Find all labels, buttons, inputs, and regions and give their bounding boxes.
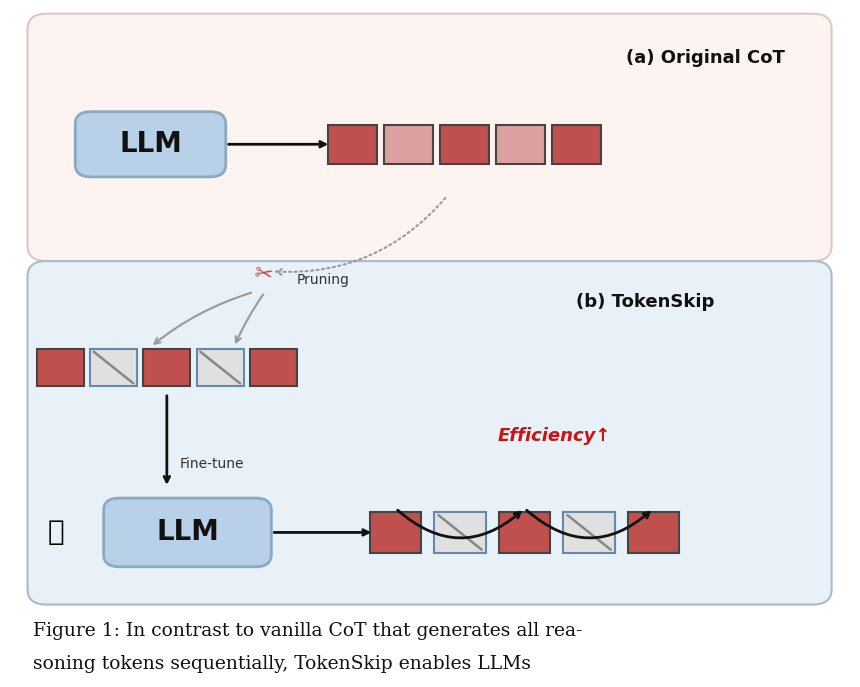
- Text: Fine-tune: Fine-tune: [180, 457, 244, 471]
- Bar: [90, 349, 138, 386]
- Text: Efficiency↑: Efficiency↑: [498, 427, 611, 445]
- Bar: [328, 124, 377, 164]
- Bar: [628, 512, 679, 553]
- Text: LLM: LLM: [119, 131, 182, 158]
- FancyBboxPatch shape: [28, 261, 832, 605]
- Text: ✂: ✂: [251, 263, 273, 286]
- FancyBboxPatch shape: [103, 498, 272, 567]
- Bar: [143, 349, 191, 386]
- Text: Figure 1: In contrast to vanilla CoT that generates all rea-: Figure 1: In contrast to vanilla CoT tha…: [33, 622, 582, 640]
- Bar: [249, 349, 298, 386]
- Text: soning tokens sequentially, TokenSkip enables LLMs: soning tokens sequentially, TokenSkip en…: [33, 655, 531, 673]
- Text: (a) Original CoT: (a) Original CoT: [626, 49, 784, 67]
- Text: Pruning: Pruning: [297, 273, 349, 287]
- Text: LLM: LLM: [156, 519, 219, 546]
- Bar: [495, 124, 545, 164]
- FancyBboxPatch shape: [28, 14, 832, 261]
- Bar: [434, 512, 486, 553]
- Text: (b) TokenSkip: (b) TokenSkip: [576, 293, 714, 311]
- FancyBboxPatch shape: [76, 111, 225, 177]
- Bar: [196, 349, 244, 386]
- Bar: [552, 124, 600, 164]
- Bar: [563, 512, 615, 553]
- Text: 🔥: 🔥: [47, 519, 64, 546]
- Bar: [384, 124, 433, 164]
- Bar: [37, 349, 84, 386]
- Bar: [370, 512, 421, 553]
- Bar: [499, 512, 550, 553]
- Bar: [440, 124, 489, 164]
